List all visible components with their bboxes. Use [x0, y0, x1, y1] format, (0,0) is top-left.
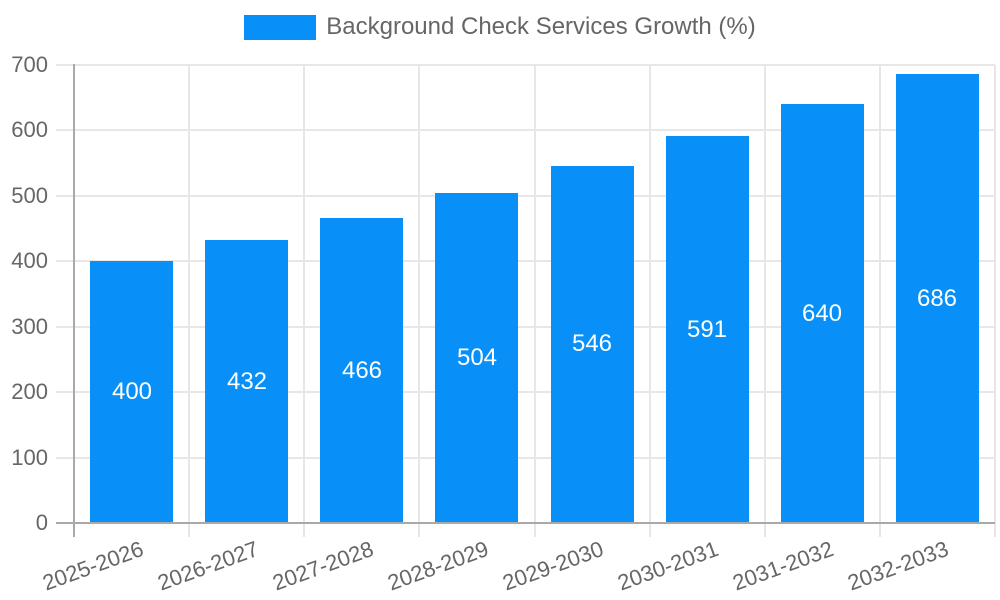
y-tick-mark	[56, 456, 74, 459]
x-tick-mark	[188, 523, 191, 537]
x-tick-label: 2028-2029	[384, 536, 492, 596]
y-tick-mark	[56, 391, 74, 394]
gridline-vertical	[763, 65, 766, 523]
gridline-vertical	[533, 65, 536, 523]
legend-label: Background Check Services Growth (%)	[326, 13, 756, 40]
x-tick-label: 2032-2033	[844, 536, 952, 596]
bar-value-label: 591	[686, 316, 728, 343]
y-tick-label: 500	[11, 183, 48, 208]
y-tick-label: 200	[11, 379, 48, 404]
bar-value-label: 466	[341, 357, 383, 384]
x-tick-label: 2025-2026	[39, 536, 147, 596]
gridline-vertical	[878, 65, 881, 523]
bar-value-label: 504	[456, 344, 498, 371]
bar[interactable]	[551, 165, 634, 523]
legend-swatch	[244, 14, 317, 40]
y-tick-label: 700	[11, 52, 48, 77]
bar-value-label: 400	[111, 378, 153, 405]
bar[interactable]	[435, 193, 518, 523]
bar[interactable]	[205, 240, 288, 523]
bar[interactable]	[90, 261, 173, 523]
y-tick-label: 600	[11, 117, 48, 142]
y-tick-label: 100	[11, 445, 48, 470]
x-tick-mark	[878, 523, 881, 537]
x-tick-mark	[303, 523, 306, 537]
gridline-vertical	[188, 65, 191, 523]
bar[interactable]	[781, 104, 864, 523]
x-tick-label: 2031-2032	[729, 536, 837, 596]
y-tick-label: 300	[11, 314, 48, 339]
y-tick-label: 0	[35, 510, 48, 535]
bar-value-label: 432	[226, 368, 268, 395]
gridline-vertical	[648, 65, 651, 523]
y-tick-mark	[56, 64, 74, 66]
x-tick-mark	[763, 523, 766, 537]
y-tick-mark	[56, 260, 74, 263]
x-tick-mark	[418, 523, 421, 537]
bar-value-label: 640	[801, 300, 843, 327]
y-axis-line	[73, 64, 75, 537]
gridline-vertical	[303, 65, 306, 523]
y-tick-mark	[56, 194, 74, 197]
gridline-vertical	[994, 65, 996, 523]
x-tick-label: 2027-2028	[269, 536, 377, 596]
legend[interactable]: Background Check Services Growth (%)	[0, 13, 1000, 41]
bar[interactable]	[896, 74, 979, 523]
x-tick-mark	[533, 523, 536, 537]
y-tick-mark	[56, 129, 74, 132]
x-axis-line	[56, 522, 995, 524]
x-tick-label: 2026-2027	[154, 536, 262, 596]
y-tick-label: 400	[11, 248, 48, 273]
bar-value-label: 546	[571, 330, 613, 357]
bar-value-label: 686	[916, 285, 958, 312]
x-tick-mark	[648, 523, 651, 537]
x-tick-mark	[994, 523, 996, 537]
bar[interactable]	[666, 136, 749, 523]
gridline-vertical	[418, 65, 421, 523]
bar[interactable]	[320, 218, 403, 523]
x-tick-label: 2030-2031	[614, 536, 722, 596]
x-tick-label: 2029-2030	[499, 536, 607, 596]
y-tick-mark	[56, 325, 74, 328]
